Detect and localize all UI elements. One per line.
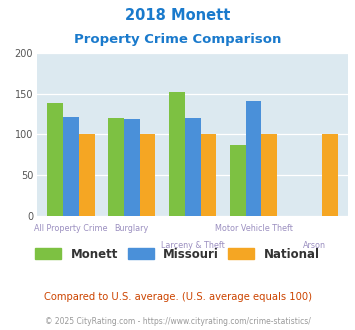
Bar (79, 135, 94, 216)
Text: Compared to U.S. average. (U.S. average equals 100): Compared to U.S. average. (U.S. average … (44, 292, 311, 302)
Bar (108, 118, 124, 216)
Bar (124, 119, 140, 216)
Text: Larceny & Theft: Larceny & Theft (161, 241, 224, 250)
Bar (230, 145, 246, 216)
Bar (201, 135, 216, 216)
Text: All Property Crime: All Property Crime (34, 224, 108, 233)
Text: 2018 Monett: 2018 Monett (125, 8, 230, 23)
Text: Motor Vehicle Theft: Motor Vehicle Theft (214, 224, 293, 233)
Bar (140, 135, 155, 216)
Bar (322, 135, 338, 216)
Bar (47, 103, 63, 216)
Text: Burglary: Burglary (115, 224, 149, 233)
Text: © 2025 CityRating.com - https://www.cityrating.com/crime-statistics/: © 2025 CityRating.com - https://www.city… (45, 317, 310, 326)
Bar (185, 118, 201, 216)
Bar (246, 101, 261, 216)
Text: Property Crime Comparison: Property Crime Comparison (74, 33, 281, 46)
Bar (261, 135, 277, 216)
Bar (169, 92, 185, 216)
Bar (63, 117, 79, 216)
Text: Arson: Arson (303, 241, 326, 250)
Legend: Monett, Missouri, National: Monett, Missouri, National (33, 245, 322, 263)
